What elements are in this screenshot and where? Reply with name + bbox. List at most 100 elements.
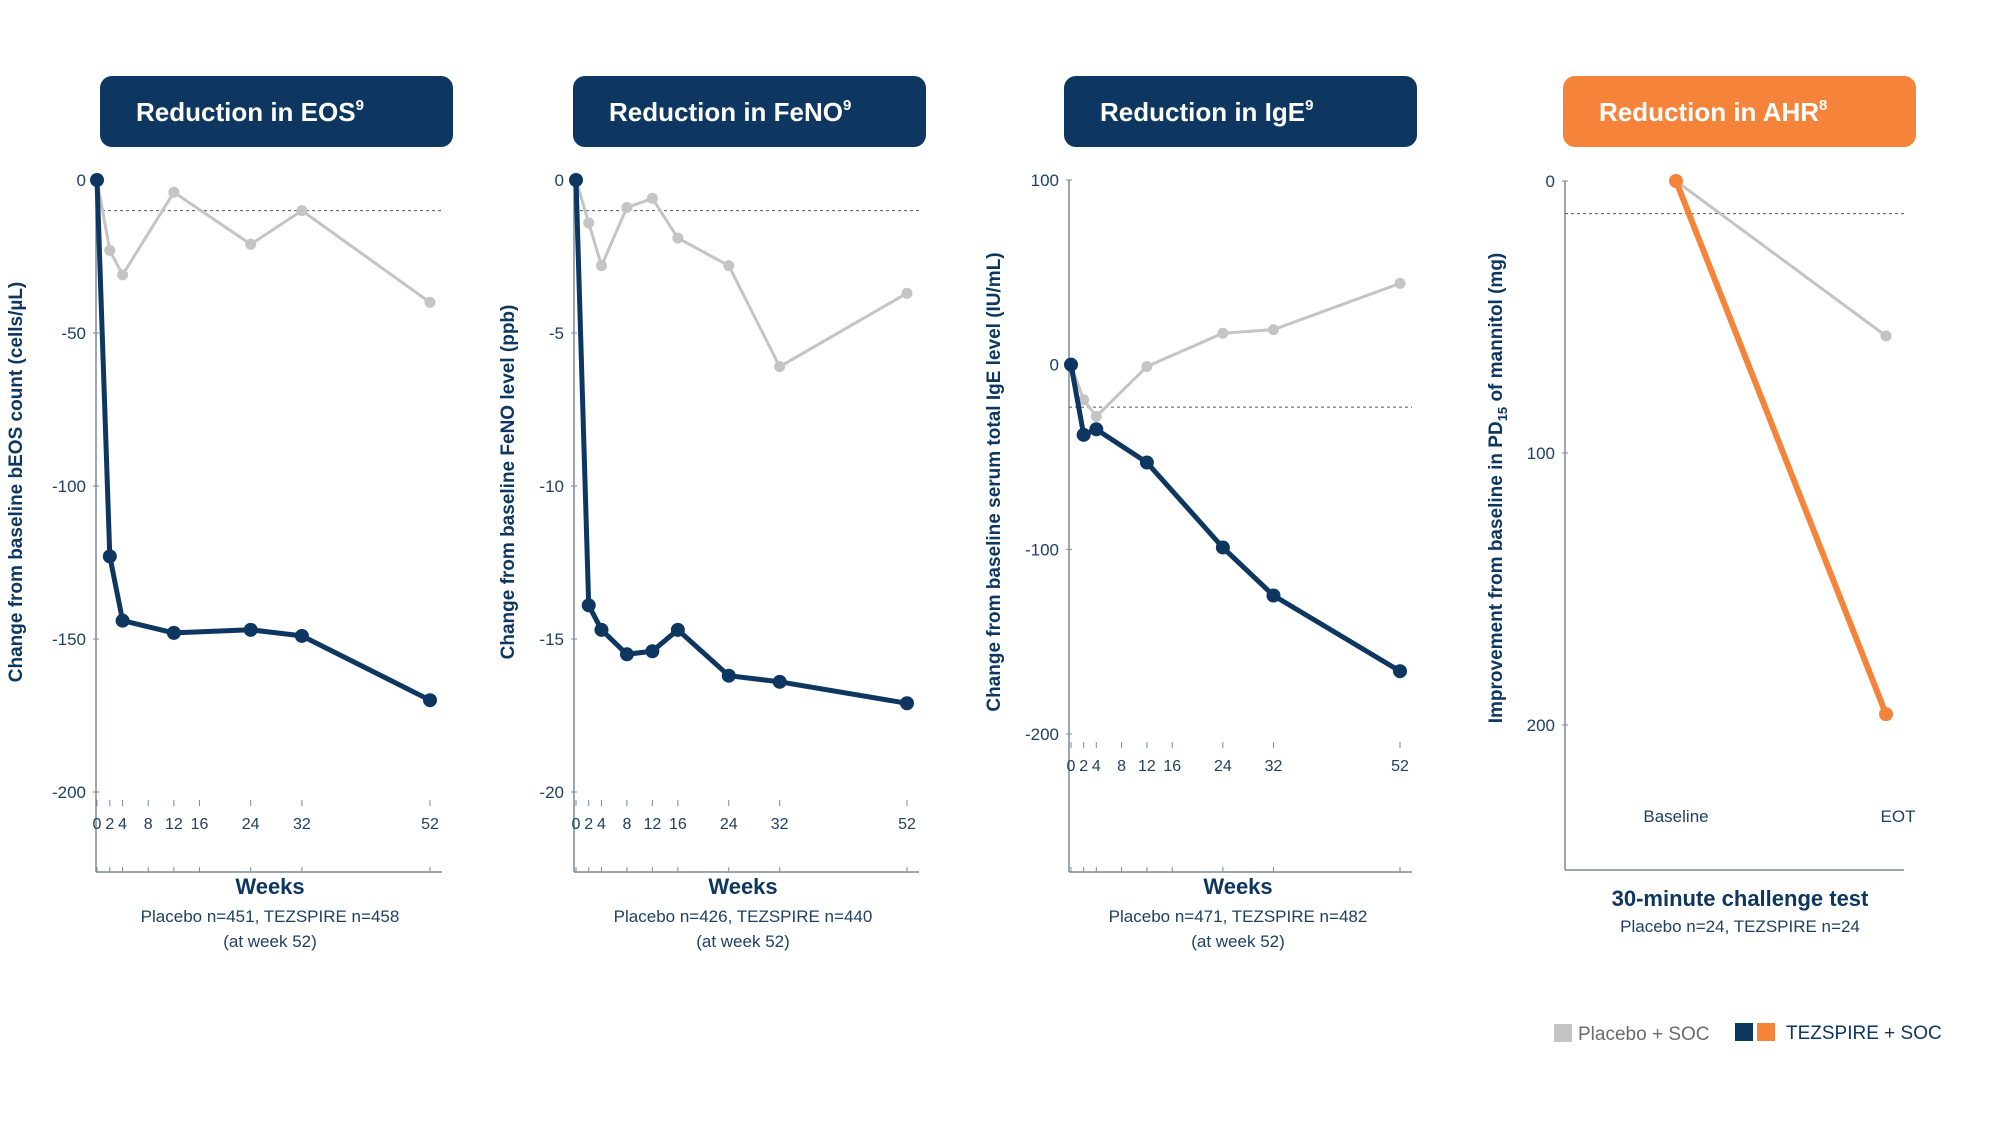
y-axis-label: Change from baseline bEOS count (cells/µ… [6, 282, 27, 683]
x-category-label: Baseline [1643, 807, 1708, 826]
sample-size-note: Placebo n=451, TEZSPIRE n=458 [141, 907, 400, 926]
y-tick-label: 0 [1546, 172, 1555, 191]
tezspire-point [1076, 427, 1091, 442]
tezspire-point [1089, 422, 1104, 437]
x-tick-label: 32 [1265, 758, 1283, 775]
y-tick-label: 0 [1050, 356, 1059, 375]
x-tick-label: 8 [622, 816, 631, 833]
tezspire-series-line [94, 179, 432, 703]
tezspire-point [581, 598, 596, 613]
x-tick-label: 0 [1067, 758, 1076, 775]
x-tick-label: 2 [1079, 758, 1088, 775]
x-tick-label: 32 [293, 816, 311, 833]
placebo-point [424, 296, 436, 308]
x-tick-label: 24 [720, 816, 738, 833]
chart-title: Reduction in IgE9 [1100, 97, 1313, 127]
chart-title: Reduction in EOS9 [136, 97, 364, 127]
tezspire-point [721, 668, 736, 683]
y-tick-label: -10 [539, 477, 564, 496]
chart-title-superscript: 9 [843, 97, 851, 114]
x-tick-label: 4 [597, 816, 606, 833]
tezspire-point [1266, 588, 1281, 603]
y-tick-label: -5 [549, 324, 564, 343]
tezspire-point [115, 613, 130, 628]
y-tick-label: -200 [1025, 725, 1059, 744]
chart-title-superscript: 9 [356, 97, 364, 114]
x-tick-label: 24 [1214, 758, 1232, 775]
tezspire-point [569, 173, 583, 187]
x-tick-label: 32 [771, 816, 789, 833]
placebo-point [1078, 394, 1090, 406]
tezspire-point [900, 696, 914, 711]
x-category-label: EOT [1881, 807, 1916, 826]
y-axis-label-main: Improvement from baseline in PD [1486, 421, 1507, 723]
x-tick-label: 2 [105, 816, 114, 833]
placebo-point [104, 244, 116, 256]
sample-size-note: (at week 52) [696, 932, 790, 951]
legend-swatch-tezspire-navy [1735, 1023, 1753, 1041]
x-tick-label: 52 [421, 816, 439, 833]
legend-label-tezspire: TEZSPIRE + SOC [1786, 1023, 1942, 1044]
placebo-point [723, 260, 735, 272]
y-tick-label: -100 [52, 477, 86, 496]
x-tick-label: 24 [242, 816, 260, 833]
x-axis-label: Weeks [1203, 874, 1272, 899]
placebo-point [646, 192, 658, 204]
y-tick-label: -150 [52, 630, 86, 649]
tezspire-point [594, 622, 609, 637]
x-tick-label: 12 [643, 816, 661, 833]
y-axis-label: Improvement from baseline in PD15 of man… [1486, 253, 1510, 724]
sample-size-note: Placebo n=471, TEZSPIRE n=482 [1109, 907, 1368, 926]
tezspire-point [1139, 455, 1154, 470]
placebo-point [1880, 330, 1892, 342]
sample-size-note: (at week 52) [1191, 932, 1285, 951]
y-axis-label-rest: of mannitol (mg) [1486, 253, 1507, 407]
tezspire-point [1064, 357, 1078, 372]
placebo-point [1217, 327, 1229, 339]
tezspire-point [645, 644, 660, 659]
y-tick-label: -50 [61, 324, 86, 343]
placebo-point [1090, 410, 1102, 422]
x-tick-label: 16 [669, 816, 687, 833]
tezspire-point [90, 173, 104, 187]
y-tick-label: 200 [1527, 716, 1555, 735]
x-axis-label: Weeks [708, 874, 777, 899]
sample-size-note: Placebo n=426, TEZSPIRE n=440 [614, 907, 873, 926]
x-tick-label: 16 [1163, 758, 1181, 775]
y-tick-label: 100 [1527, 444, 1555, 463]
x-tick-label: 2 [584, 816, 593, 833]
x-tick-label: 0 [572, 816, 581, 833]
x-axis-label: 30-minute challenge test [1612, 886, 1869, 911]
y-tick-label: -15 [539, 630, 564, 649]
tezspire-point [1393, 664, 1407, 679]
tezspire-point [670, 622, 685, 637]
x-tick-label: 4 [1092, 758, 1101, 775]
placebo-point [774, 361, 786, 373]
tezspire-point [1669, 174, 1683, 188]
sample-size-note: (at week 52) [223, 932, 317, 951]
x-tick-label: 52 [1391, 758, 1409, 775]
placebo-point [296, 205, 308, 217]
tezspire-point [1879, 707, 1893, 722]
x-tick-label: 12 [1138, 758, 1156, 775]
chart-title-superscript: 9 [1305, 97, 1313, 114]
placebo-point [583, 217, 595, 229]
tezspire-series-line [573, 179, 908, 706]
chart-title: Reduction in FeNO9 [609, 97, 851, 127]
tezspire-point [294, 628, 309, 643]
y-tick-label: -200 [52, 783, 86, 802]
placebo-series-line [1675, 179, 1887, 338]
chart-panel-4: Reduction in AHR8 0 100 200 Baseline EOT Impro… [1486, 76, 1916, 936]
legend-swatch-tezspire-orange [1757, 1023, 1775, 1041]
placebo-point [1394, 277, 1406, 289]
tezspire-series-line [1673, 179, 1889, 716]
y-tick-label: -100 [1025, 540, 1059, 559]
placebo-point [1267, 324, 1279, 336]
chart-title-box [100, 76, 453, 147]
chart-title-text: Reduction in IgE [1100, 97, 1305, 127]
legend-swatch-placebo [1554, 1024, 1572, 1042]
placebo-series-line [1069, 281, 1401, 418]
y-axis-label: Change from baseline serum total IgE lev… [984, 252, 1005, 711]
